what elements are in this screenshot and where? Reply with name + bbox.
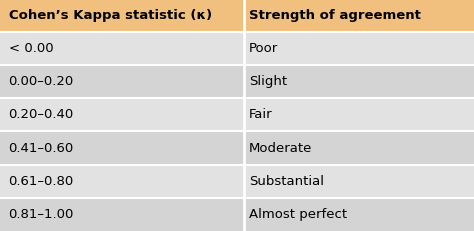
Text: Fair: Fair: [249, 108, 273, 122]
Text: Moderate: Moderate: [249, 142, 312, 155]
Bar: [0, 198, 474, 231]
Text: 0.41–0.60: 0.41–0.60: [9, 142, 74, 155]
Text: < 0.00: < 0.00: [9, 42, 53, 55]
Text: Strength of agreement: Strength of agreement: [249, 9, 421, 22]
Bar: [0, 65, 474, 98]
Text: 0.61–0.80: 0.61–0.80: [9, 175, 74, 188]
Text: Poor: Poor: [249, 42, 278, 55]
Text: 0.81–1.00: 0.81–1.00: [9, 208, 74, 221]
Text: 0.20–0.40: 0.20–0.40: [9, 108, 74, 122]
Bar: [0, 165, 474, 198]
Text: Cohen’s Kappa statistic (κ): Cohen’s Kappa statistic (κ): [9, 9, 212, 22]
Bar: [0, 0, 474, 32]
Bar: [0, 32, 474, 65]
Bar: [0, 98, 474, 131]
Text: Almost perfect: Almost perfect: [249, 208, 347, 221]
Bar: [0, 131, 474, 165]
Text: Slight: Slight: [249, 75, 287, 88]
Text: 0.00–0.20: 0.00–0.20: [9, 75, 74, 88]
Text: Substantial: Substantial: [249, 175, 324, 188]
